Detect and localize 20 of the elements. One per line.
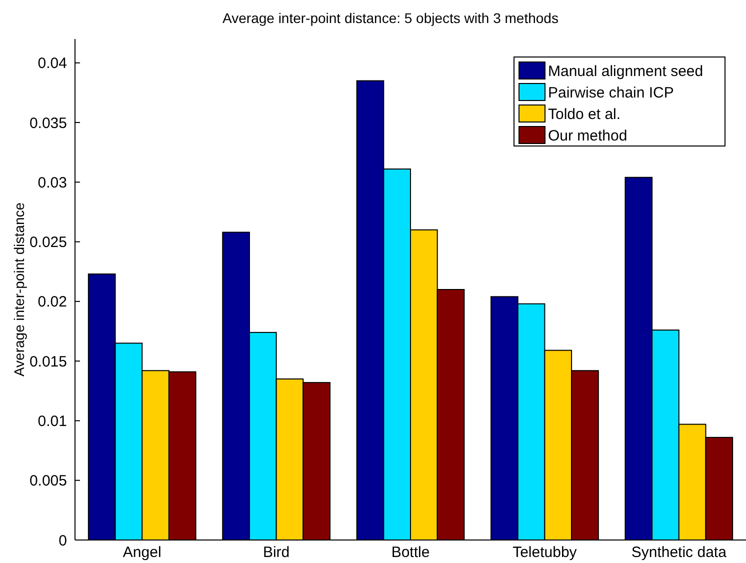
- y-tick-label: 0: [58, 532, 67, 550]
- y-tick-label: 0.005: [29, 472, 67, 490]
- y-tick-label: 0.025: [29, 234, 67, 252]
- y-tick-label: 0.035: [29, 114, 67, 132]
- x-tick-label: Teletubby: [512, 544, 578, 561]
- y-tick-label: 0.03: [38, 174, 67, 192]
- x-tick-label: Bottle: [391, 544, 430, 561]
- legend-label: Manual alignment seed: [548, 63, 704, 80]
- chart-title: Average inter-point distance: 5 objects with 3 methods: [222, 10, 558, 26]
- x-tick-label: Bird: [262, 544, 290, 561]
- y-tick-label: 0.02: [38, 294, 67, 311]
- y-tick-label: 0.015: [29, 353, 67, 370]
- legend-label: Toldo et al.: [548, 106, 621, 123]
- x-tick-label: Synthetic data: [631, 544, 728, 561]
- x-tick-label: Angel: [122, 544, 162, 561]
- legend-label: Our method: [548, 128, 628, 144]
- legend-label: Pairwise chain ICP: [548, 84, 674, 102]
- y-axis-title: Average inter-point distance: [11, 202, 27, 377]
- y-tick-label: 0.04: [38, 55, 67, 72]
- y-tick-label: 0.01: [38, 412, 67, 430]
